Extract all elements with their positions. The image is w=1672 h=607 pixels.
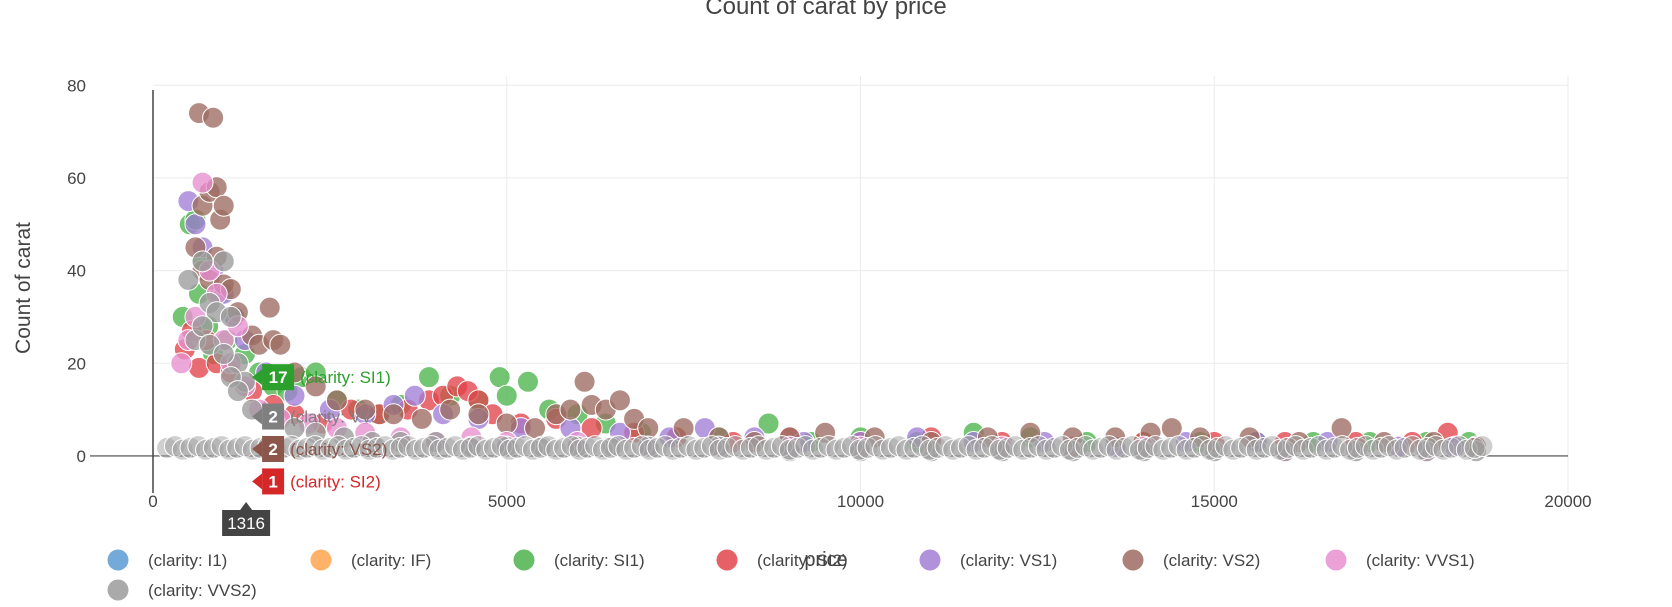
hover-value: 2 (268, 440, 277, 459)
data-point[interactable] (382, 403, 405, 426)
hover-label: (clarity: SI2) (290, 472, 381, 491)
legend-item[interactable]: (clarity: VS1) (919, 549, 1058, 571)
legend-marker[interactable] (107, 579, 129, 601)
y-tick-label: 60 (67, 169, 86, 188)
chart-title: Count of carat by price (705, 0, 946, 20)
data-point[interactable] (354, 398, 377, 421)
data-point[interactable] (467, 403, 490, 426)
legend-label[interactable]: (clarity: I1) (148, 551, 227, 570)
legend-marker[interactable] (107, 549, 129, 571)
data-point[interactable] (325, 389, 348, 412)
data-point[interactable] (269, 333, 292, 356)
data-point[interactable] (495, 384, 518, 407)
data-point[interactable] (226, 380, 249, 403)
legend-label[interactable]: (clarity: VVS1) (1366, 551, 1475, 570)
y-tick-label: 0 (77, 447, 86, 466)
legend-item[interactable]: (clarity: I1) (107, 549, 228, 571)
data-point[interactable] (283, 384, 306, 407)
data-point[interactable] (608, 389, 631, 412)
y-tick-label: 20 (67, 354, 86, 373)
data-point[interactable] (191, 250, 214, 273)
x-tick-label: 15000 (1191, 492, 1238, 511)
hover-value-box (262, 403, 285, 430)
y-tick-label: 40 (67, 262, 86, 281)
legend-item[interactable]: (clarity: SI2) (716, 549, 848, 571)
x-tick-label: 0 (148, 492, 157, 511)
hover-value: 1 (268, 472, 277, 491)
legend-marker[interactable] (513, 549, 535, 571)
legend-label[interactable]: (clarity: VS1) (960, 551, 1057, 570)
hover-pointer (252, 369, 263, 386)
hover-label: (clarity: SI1) (300, 368, 391, 387)
x-tick-label: 10000 (837, 492, 884, 511)
data-point[interactable] (559, 398, 582, 421)
legend-label[interactable]: (clarity: SI2) (757, 551, 848, 570)
legend-label[interactable]: (clarity: SI1) (554, 551, 645, 570)
hover-tooltip: 17 (clarity: SI1) 2 (clarity: VV... 2 (clarit… (222, 364, 391, 536)
legend-item[interactable]: (clarity: VVS2) (107, 579, 257, 601)
hover-pointer (252, 408, 263, 425)
hover-x-box (222, 510, 271, 536)
hover-label: (clarity: VS2) (290, 440, 387, 459)
data-point[interactable] (219, 305, 242, 328)
data-point[interactable] (170, 352, 193, 375)
hover-x-label: 1316 (227, 514, 265, 533)
x-tick-label: 5000 (488, 492, 526, 511)
y-axis-label: Count of carat (12, 222, 35, 354)
grid-lines (153, 76, 1569, 493)
legend-marker[interactable] (919, 549, 941, 571)
y-axis-ticks: 0 20 40 60 80 (67, 76, 86, 466)
legend-marker[interactable] (1122, 549, 1144, 571)
legend-item[interactable]: (clarity: IF) (310, 549, 432, 571)
y-tick-label: 80 (67, 76, 86, 95)
hover-label: (clarity: VV... (290, 408, 385, 427)
data-point[interactable] (191, 171, 214, 194)
data-points[interactable] (156, 102, 1494, 463)
hover-value-box (262, 435, 285, 462)
data-point[interactable] (202, 106, 225, 129)
legend-item[interactable]: (clarity: SI1) (513, 549, 645, 571)
data-point[interactable] (212, 343, 235, 365)
data-point[interactable] (212, 250, 235, 273)
legend-label[interactable]: (clarity: IF) (351, 551, 431, 570)
legend-item[interactable]: (clarity: VS2) (1122, 549, 1261, 571)
hover-pointer (252, 440, 263, 457)
hover-value: 17 (269, 368, 288, 387)
data-point[interactable] (439, 398, 462, 421)
data-point[interactable] (488, 366, 511, 389)
legend[interactable]: (clarity: I1) (clarity: IF) (clarity: SI1)… (107, 549, 1475, 601)
data-point[interactable] (304, 375, 327, 398)
data-point[interactable] (177, 268, 200, 291)
x-tick-label: 20000 (1544, 492, 1591, 511)
legend-label[interactable]: (clarity: VVS2) (148, 581, 257, 600)
hover-value: 2 (268, 408, 277, 427)
data-point[interactable] (410, 407, 433, 430)
data-point[interactable] (191, 315, 214, 338)
data-point[interactable] (184, 213, 207, 236)
data-point[interactable] (1471, 435, 1494, 458)
legend-item[interactable]: (clarity: VVS1) (1325, 549, 1475, 571)
legend-label[interactable]: (clarity: VS2) (1163, 551, 1260, 570)
legend-marker[interactable] (310, 549, 332, 571)
legend-marker[interactable] (1325, 549, 1347, 571)
legend-marker[interactable] (716, 549, 738, 571)
x-axis-label: price (804, 549, 847, 571)
x-axis-ticks: 0 5000 10000 15000 20000 (148, 492, 1591, 511)
hover-value-box (262, 468, 285, 495)
hover-pointer (252, 473, 263, 490)
hover-value-box (262, 364, 295, 391)
data-point[interactable] (258, 296, 281, 319)
data-point[interactable] (573, 370, 596, 393)
data-point[interactable] (212, 194, 235, 217)
dense-band (156, 435, 1494, 461)
data-point[interactable] (495, 412, 518, 435)
data-point[interactable] (403, 384, 426, 407)
hover-x-pointer (240, 502, 253, 510)
data-point[interactable] (516, 370, 539, 393)
data-point[interactable] (757, 412, 780, 435)
data-point[interactable] (417, 366, 440, 389)
